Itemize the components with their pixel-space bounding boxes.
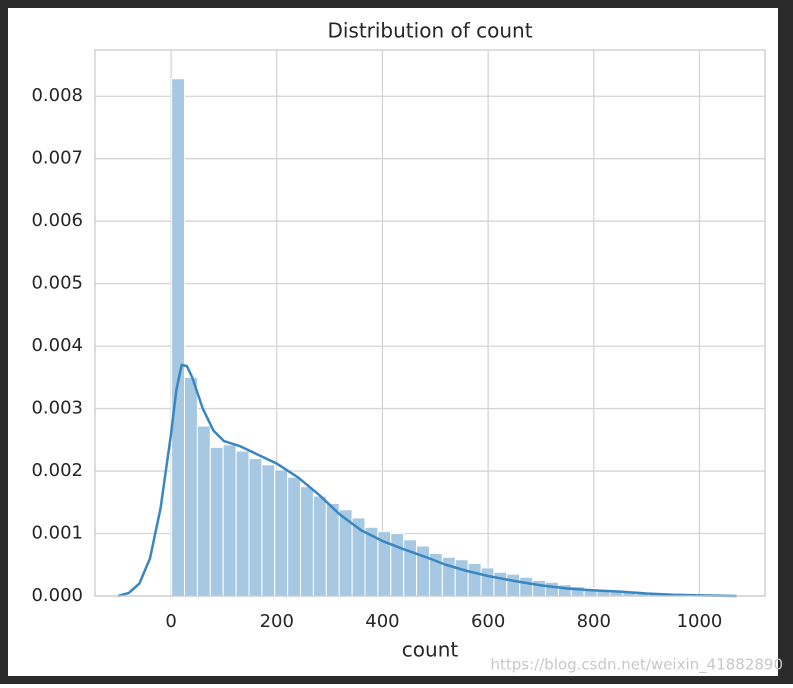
bar	[312, 495, 327, 597]
bar	[506, 573, 521, 597]
plot-frame	[94, 49, 766, 597]
x-axis-label: count	[402, 638, 459, 662]
bar	[390, 533, 405, 597]
bar	[209, 446, 224, 597]
y-tick-label: 0.003	[31, 398, 83, 419]
bar	[222, 444, 237, 597]
bar	[467, 563, 482, 597]
bar	[171, 78, 186, 597]
bar	[235, 450, 250, 597]
bar	[532, 579, 547, 597]
bar	[480, 567, 495, 597]
y-tick-label: 0.000	[31, 585, 83, 606]
chart-title: Distribution of count	[327, 19, 532, 43]
x-tick-label: 400	[365, 611, 399, 632]
bar	[184, 376, 198, 597]
y-tick-label: 0.007	[31, 148, 83, 169]
bar	[300, 486, 314, 597]
x-tick-label: 1000	[677, 611, 723, 632]
bar	[287, 476, 302, 597]
bar	[196, 425, 211, 597]
x-tick-label: 0	[165, 611, 176, 632]
bar	[519, 576, 534, 597]
y-tick-label: 0.002	[31, 460, 83, 481]
y-tick-label: 0.006	[31, 210, 83, 231]
x-tick-label: 600	[471, 611, 505, 632]
bar	[325, 503, 340, 597]
bar	[261, 464, 276, 597]
y-tick-label: 0.008	[31, 85, 83, 106]
bar	[403, 539, 418, 597]
bar	[274, 469, 289, 597]
x-tick-label: 800	[577, 611, 611, 632]
kde-line	[117, 363, 737, 598]
watermark: https://blog.csdn.net/weixin_41882890	[490, 656, 783, 675]
x-tick-label: 200	[260, 611, 294, 632]
bar	[545, 581, 559, 597]
y-tick-label: 0.001	[31, 523, 83, 544]
bar	[454, 559, 469, 597]
y-tick-label: 0.005	[31, 273, 83, 294]
bar	[248, 458, 263, 597]
bar	[493, 571, 508, 597]
y-tick-label: 0.004	[31, 335, 83, 356]
